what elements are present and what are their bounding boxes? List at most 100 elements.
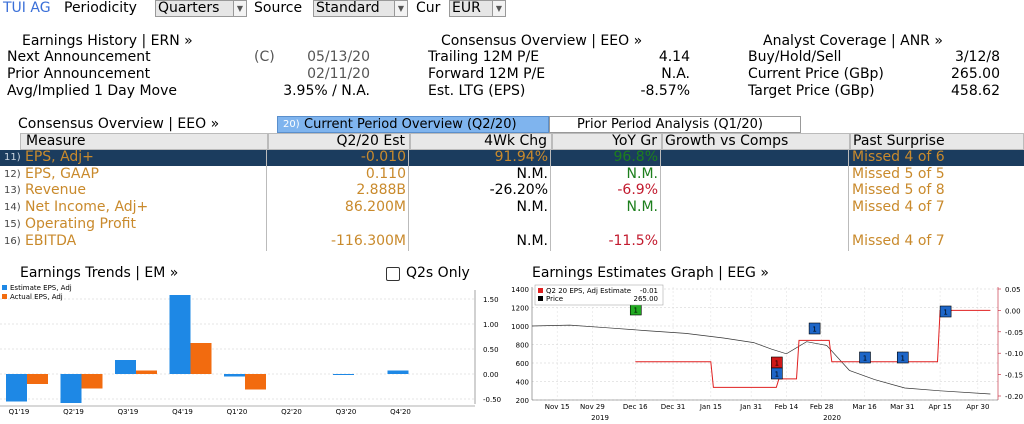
actual-bar bbox=[190, 343, 212, 374]
table-row[interactable]: 11) EPS, Adj+ -0.010 91.94% 96.8% Missed 4 of… bbox=[0, 149, 1024, 167]
row-num: 13) bbox=[4, 185, 21, 197]
x-tick-label: Dec 31 bbox=[661, 403, 686, 411]
event-marker-blue[interactable] bbox=[939, 305, 952, 318]
table-row[interactable]: 13) Revenue 2.888B -26.20% -6.9% Missed 5 of … bbox=[0, 182, 1024, 201]
row-measure[interactable]: EPS, Adj+ bbox=[25, 149, 94, 165]
row-chg: N.M. bbox=[516, 199, 548, 216]
event-marker-blue[interactable] bbox=[896, 351, 909, 364]
event-marker-blue[interactable] bbox=[859, 351, 871, 364]
earnings-history-title[interactable]: Earnings History | ERN » bbox=[22, 33, 193, 49]
estimate-bar bbox=[333, 374, 354, 375]
next-announcement-value: 05/13/20 bbox=[307, 49, 370, 65]
tab-current-period[interactable]: 20) Current Period Overview (Q2/20) bbox=[277, 116, 549, 133]
legend-estimate-line-swatch bbox=[538, 288, 543, 293]
target-price-label: Target Price (GBp) bbox=[748, 83, 875, 99]
table-row[interactable]: 15) Operating Profit bbox=[0, 215, 1024, 234]
column-divider bbox=[550, 150, 551, 167]
estimate-bar bbox=[387, 370, 409, 374]
header-measure-cell[interactable]: Measure bbox=[20, 133, 268, 150]
trailing-pe-value: 4.14 bbox=[658, 49, 690, 65]
column-divider bbox=[266, 216, 267, 234]
row-measure[interactable]: Net Income, Adj+ bbox=[25, 199, 149, 216]
source-label: Source bbox=[254, 0, 303, 16]
current-price-label: Current Price (GBp) bbox=[748, 66, 884, 82]
header-comps-cell[interactable]: Growth vs Comps bbox=[662, 133, 850, 150]
trailing-pe-label: Trailing 12M P/E bbox=[428, 49, 540, 65]
column-divider bbox=[660, 183, 661, 201]
legend-box bbox=[534, 284, 664, 306]
y-tick-label: 1.50 bbox=[483, 296, 499, 304]
earnings-trends-title[interactable]: Earnings Trends | EM » bbox=[20, 265, 179, 281]
consensus-overview-title[interactable]: Consensus Overview | EEO » bbox=[441, 33, 643, 49]
prior-announcement-label: Prior Announcement bbox=[7, 66, 151, 82]
q2s-only-checkbox[interactable] bbox=[386, 267, 400, 281]
right-y-tick-label: -0.05 bbox=[1005, 329, 1023, 337]
row-est: 0.110 bbox=[365, 165, 406, 182]
y-tick-label: 0.50 bbox=[483, 346, 499, 354]
column-divider bbox=[550, 166, 551, 184]
header-est-cell[interactable]: Q2/20 Est bbox=[268, 133, 410, 150]
column-divider bbox=[660, 216, 661, 234]
row-measure[interactable]: EBITDA bbox=[25, 232, 77, 249]
tab-current-label: Current Period Overview (Q2/20) bbox=[304, 117, 517, 132]
event-marker-label: 1 bbox=[863, 355, 867, 363]
estimate-line bbox=[635, 309, 991, 388]
right-y-tick-label: 0.00 bbox=[1005, 307, 1021, 315]
currency-chevron-down-icon[interactable]: ▼ bbox=[492, 0, 506, 17]
column-divider bbox=[408, 200, 409, 218]
column-divider bbox=[848, 183, 849, 201]
table-row[interactable]: 12) EPS, GAAP 0.110 N.M. N.M. Missed 5 of 5 bbox=[0, 165, 1024, 184]
tab-prior-period[interactable]: Prior Period Analysis (Q1/20) bbox=[549, 116, 801, 133]
column-divider bbox=[408, 150, 409, 167]
row-measure[interactable]: Revenue bbox=[25, 182, 86, 199]
x-tick-label: Mar 16 bbox=[852, 403, 877, 411]
x-tick-label: Q1'19 bbox=[9, 408, 30, 416]
periodicity-chevron-down-icon[interactable]: ▼ bbox=[233, 0, 247, 17]
header-measure: Measure bbox=[26, 133, 86, 149]
row-yoy: N.M. bbox=[626, 165, 658, 182]
source-chevron-down-icon[interactable]: ▼ bbox=[394, 0, 408, 17]
legend-estimate-line-label: Q2 20 EPS, Adj Estimate bbox=[546, 287, 631, 295]
legend-estimate-label: Estimate EPS, Adj bbox=[10, 284, 72, 292]
row-surprise: Missed 4 of 6 bbox=[852, 149, 945, 165]
row-yoy: 96.8% bbox=[613, 149, 658, 165]
event-marker-blue[interactable] bbox=[808, 322, 821, 335]
row-measure[interactable]: EPS, GAAP bbox=[25, 165, 99, 182]
analyst-coverage-title[interactable]: Analyst Coverage | ANR » bbox=[763, 33, 943, 49]
next-announcement-flag: (C) bbox=[254, 49, 275, 65]
header-yoy-cell[interactable]: YoY Gr bbox=[552, 133, 662, 150]
row-yoy: -11.5% bbox=[608, 232, 658, 249]
row-chg: N.M. bbox=[516, 232, 548, 249]
left-y-tick-label: 1400 bbox=[511, 286, 529, 294]
periodicity-dropdown[interactable]: Quarters bbox=[155, 0, 237, 17]
event-marker-label: 1 bbox=[634, 307, 638, 315]
row-chg: 91.94% bbox=[494, 149, 548, 165]
currency-dropdown[interactable]: EUR bbox=[449, 0, 495, 17]
left-y-tick-label: 400 bbox=[516, 379, 529, 387]
row-num: 12) bbox=[4, 168, 21, 180]
ticker-label[interactable]: TUI AG bbox=[3, 0, 51, 16]
x-tick-label: Q3'20 bbox=[336, 408, 357, 416]
estimate-bar bbox=[6, 374, 27, 402]
left-y-tick-label: 1200 bbox=[511, 305, 529, 313]
header-surprise-cell[interactable]: Past Surprise bbox=[850, 133, 1024, 150]
consensus-table-title[interactable]: Consensus Overview | EEO » bbox=[18, 116, 220, 132]
row-num: 11) bbox=[4, 152, 21, 163]
event-marker-label: 1 bbox=[901, 355, 905, 363]
header-chg-cell[interactable]: 4Wk Chg bbox=[410, 133, 552, 150]
header-surprise: Past Surprise bbox=[853, 133, 945, 149]
event-marker-label: 1 bbox=[812, 326, 816, 334]
earnings-graph-title[interactable]: Earnings Estimates Graph | EEG » bbox=[532, 265, 769, 281]
x-tick-label: Nov 15 bbox=[545, 403, 570, 411]
x-tick-label: Q1'20 bbox=[227, 408, 248, 416]
table-row[interactable]: 16) EBITDA -116.300M N.M. -11.5% Missed 4 of … bbox=[0, 232, 1024, 251]
source-dropdown[interactable]: Standard bbox=[313, 0, 397, 17]
buy-hold-sell-value: 3/12/8 bbox=[954, 49, 1000, 65]
table-row[interactable]: 14) Net Income, Adj+ 86.200M N.M. N.M. Missed… bbox=[0, 199, 1024, 218]
column-divider bbox=[266, 183, 267, 201]
column-divider bbox=[408, 166, 409, 184]
row-measure[interactable]: Operating Profit bbox=[25, 215, 136, 232]
ltg-label: Est. LTG (EPS) bbox=[428, 83, 526, 99]
event-marker-blue[interactable] bbox=[771, 367, 783, 380]
tab-prior-label: Prior Period Analysis (Q1/20) bbox=[577, 117, 763, 132]
